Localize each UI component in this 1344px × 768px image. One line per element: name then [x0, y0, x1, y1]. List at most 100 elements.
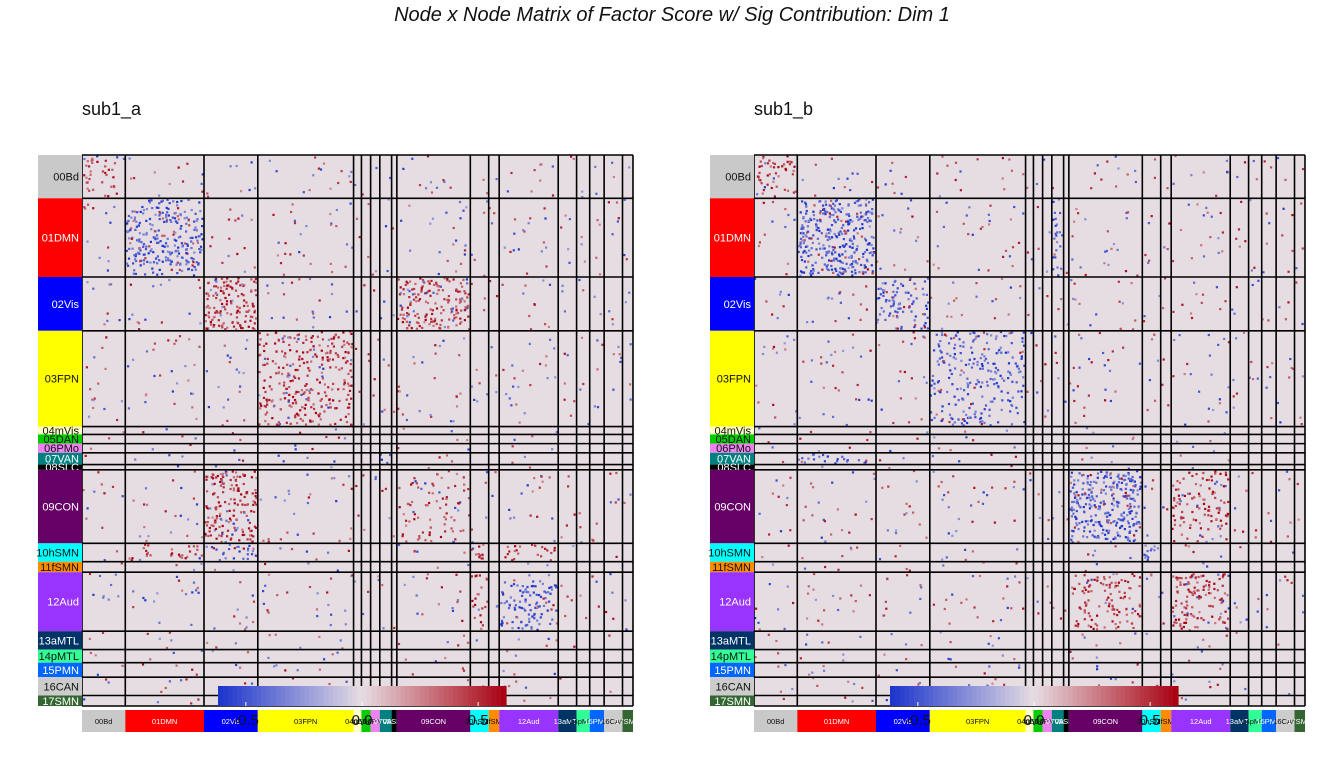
matrix-cell	[1083, 586, 1086, 589]
matrix-cell	[135, 253, 138, 256]
matrix-cell	[1175, 604, 1178, 607]
matrix-cell	[1119, 596, 1122, 599]
matrix-cell	[1109, 677, 1113, 680]
matrix-cell	[834, 350, 837, 354]
row-label-swatch	[710, 452, 754, 465]
matrix-cell	[757, 621, 760, 624]
matrix-cell	[410, 483, 413, 486]
matrix-cell	[1095, 495, 1098, 498]
matrix-cell	[153, 171, 156, 174]
col-label-swatch	[797, 710, 877, 732]
matrix-cell	[210, 476, 213, 479]
matrix-cell	[797, 250, 800, 254]
matrix-cell	[294, 392, 297, 395]
matrix-cell	[802, 251, 805, 254]
matrix-cell	[439, 285, 442, 288]
matrix-cell	[970, 366, 974, 369]
matrix-cell	[1151, 479, 1155, 482]
matrix-cell	[144, 257, 147, 260]
matrix-cell	[232, 569, 235, 572]
matrix-cell	[243, 495, 246, 499]
network-boundaries	[81, 154, 634, 707]
matrix-cell	[296, 422, 299, 425]
matrix-cell	[1093, 480, 1096, 483]
matrix-cell	[1038, 516, 1041, 519]
matrix-cell	[1189, 312, 1193, 315]
matrix-cell	[1196, 596, 1199, 599]
matrix-cell	[456, 438, 459, 441]
matrix-cell	[1096, 164, 1099, 167]
matrix-cell	[101, 526, 104, 529]
matrix-cell	[939, 391, 942, 394]
matrix-cell	[215, 296, 218, 300]
matrix-cell	[206, 298, 209, 301]
matrix-cell	[500, 619, 504, 622]
matrix-cell	[799, 657, 802, 660]
matrix-cell	[143, 253, 146, 256]
matrix-cell	[869, 349, 872, 352]
matrix-cell	[287, 489, 290, 492]
matrix-cell	[320, 331, 323, 334]
matrix-cell	[598, 223, 601, 226]
matrix-cell	[1198, 595, 1201, 598]
row-label: 14pMTL	[711, 651, 751, 663]
matrix-cell	[241, 530, 245, 534]
matrix-cell	[989, 424, 992, 427]
matrix-cell	[440, 586, 443, 589]
matrix-cell	[468, 328, 471, 331]
matrix-cell	[831, 246, 834, 249]
matrix-cell	[459, 322, 462, 325]
matrix-cell	[598, 273, 602, 276]
matrix-cell	[1138, 603, 1141, 606]
matrix-cell	[529, 328, 533, 331]
matrix-cell	[297, 338, 300, 341]
matrix-cell	[1015, 562, 1018, 565]
matrix-cell	[908, 569, 911, 572]
matrix-cell	[467, 497, 470, 500]
matrix-cell	[891, 182, 894, 185]
matrix-cell	[225, 300, 229, 303]
matrix-cell	[511, 445, 514, 448]
matrix-cell	[338, 399, 341, 403]
matrix-cell	[620, 356, 623, 359]
matrix-cell	[93, 356, 96, 359]
matrix-cell	[491, 494, 494, 497]
matrix-cell	[1125, 497, 1129, 500]
matrix-cell	[1132, 626, 1135, 630]
matrix-cell	[973, 486, 976, 489]
matrix-cell	[381, 489, 384, 492]
matrix-cell	[355, 347, 358, 350]
matrix-cell	[1115, 524, 1118, 527]
matrix-cell	[219, 314, 222, 317]
matrix-cell	[293, 399, 297, 402]
matrix-cell	[1128, 510, 1131, 514]
matrix-cell	[525, 272, 529, 275]
matrix-cell	[229, 208, 232, 211]
matrix-cell	[1129, 478, 1132, 481]
matrix-cell	[1235, 606, 1238, 609]
matrix-cell	[793, 218, 796, 221]
matrix-cell	[900, 327, 903, 330]
matrix-cell	[1244, 687, 1247, 691]
matrix-cell	[1188, 471, 1191, 474]
matrix-cell	[864, 461, 867, 464]
matrix-cell	[629, 383, 632, 386]
matrix-cell	[447, 295, 450, 298]
matrix-cell	[1011, 380, 1014, 383]
matrix-cell	[446, 641, 449, 644]
matrix-cell	[975, 282, 978, 285]
matrix-cell	[1001, 654, 1004, 657]
matrix-cell	[442, 179, 445, 182]
matrix-cell	[806, 245, 809, 248]
matrix-cell	[882, 310, 885, 313]
matrix-cell	[777, 166, 780, 169]
matrix-cell	[608, 310, 611, 313]
matrix-cell	[1128, 525, 1131, 528]
matrix-cell	[1190, 591, 1193, 594]
matrix-cell	[340, 170, 343, 173]
matrix-cell	[941, 410, 944, 413]
col-label-swatch	[1261, 710, 1277, 732]
matrix-cell	[431, 492, 434, 495]
matrix-cell	[803, 239, 806, 242]
matrix-cell	[922, 293, 925, 296]
